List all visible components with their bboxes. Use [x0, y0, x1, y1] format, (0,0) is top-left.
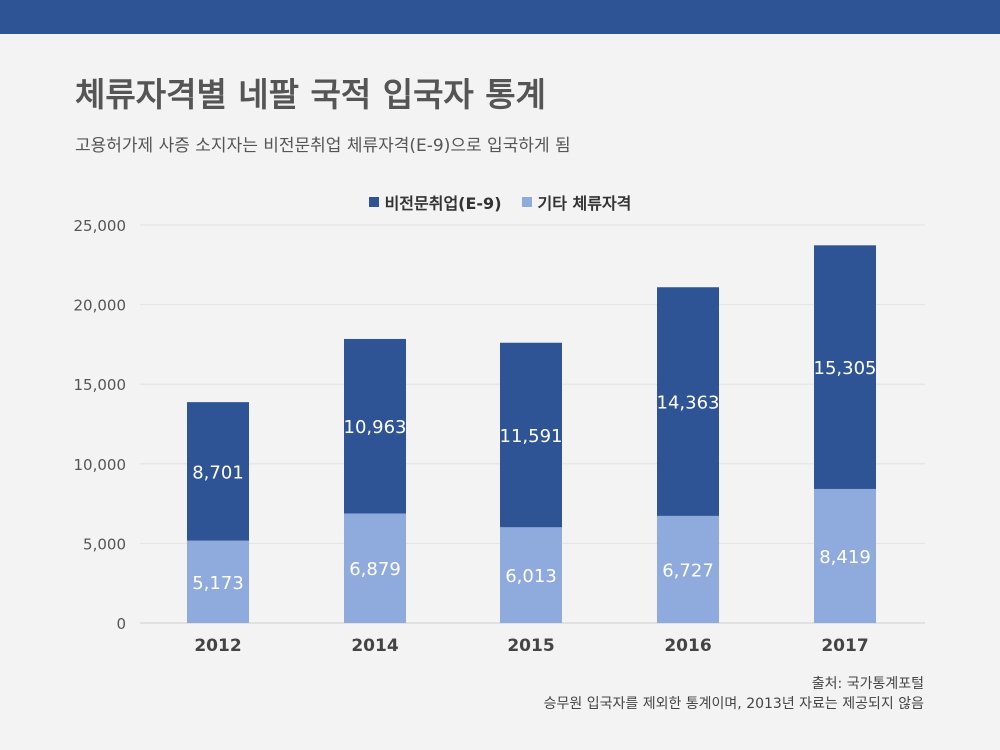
- bar-e9: [187, 402, 249, 541]
- y-tick-label: 0: [116, 615, 126, 633]
- x-tick-label: 2012: [194, 636, 241, 656]
- data-label-other: 8,419: [819, 547, 871, 568]
- data-label-other: 5,173: [192, 573, 244, 594]
- page-title: 체류자격별 네팔 국적 입국자 통계: [75, 75, 546, 114]
- bar-other: [657, 515, 719, 623]
- bar-e9: [814, 245, 876, 489]
- y-tick-label: 20,000: [74, 297, 127, 315]
- bar-other: [344, 513, 406, 623]
- y-tick-label: 5,000: [83, 535, 126, 553]
- bar-e9: [657, 287, 719, 516]
- legend-swatch-other: [521, 197, 532, 207]
- y-tick-label: 15,000: [74, 376, 127, 394]
- x-tick-label: 2016: [664, 636, 711, 656]
- bar-other: [500, 527, 562, 623]
- legend-label-other: 기타 체류자격: [537, 194, 632, 213]
- y-tick-label: 10,000: [74, 456, 127, 474]
- data-label-other: 6,013: [505, 566, 557, 587]
- top-banner: [0, 0, 1000, 34]
- legend-label-e9: 비전문취업(E-9): [384, 194, 502, 213]
- y-tick-label: 25,000: [74, 217, 127, 235]
- footnote-text: 승무원 입국자를 제외한 통계이며, 2013년 자료는 제공되지 않음: [543, 696, 924, 712]
- bar-e9: [500, 342, 562, 528]
- data-label-e9: 15,305: [814, 358, 877, 379]
- source-note: 출처: 국가통계포털 승무원 입국자를 제외한 통계이며, 2013년 자료는 …: [544, 674, 924, 714]
- data-label-e9: 10,963: [344, 417, 407, 438]
- x-tick-label: 2017: [821, 636, 868, 656]
- x-tick-label: 2014: [351, 636, 398, 656]
- page-subtitle: 고용허가제 사증 소지자는 비전문취업 체류자격(E-9)으로 입국하게 됨: [75, 136, 571, 156]
- legend-swatch-e9: [368, 197, 379, 207]
- legend-item-other: 기타 체류자격: [521, 190, 632, 214]
- data-label-other: 6,879: [349, 559, 401, 580]
- bar-other: [814, 488, 876, 623]
- bar-e9: [344, 338, 406, 514]
- chart-legend: 비전문취업(E-9) 기타 체류자격: [0, 190, 1000, 214]
- legend-item-e9: 비전문취업(E-9): [368, 190, 502, 214]
- bar-other: [187, 540, 249, 623]
- data-label-e9: 8,701: [192, 462, 244, 483]
- data-label-e9: 14,363: [657, 393, 720, 414]
- data-label-e9: 11,591: [500, 426, 563, 447]
- x-tick-label: 2015: [507, 636, 554, 656]
- source-text: 출처: 국가통계포털: [811, 676, 924, 692]
- data-label-other: 6,727: [662, 560, 714, 581]
